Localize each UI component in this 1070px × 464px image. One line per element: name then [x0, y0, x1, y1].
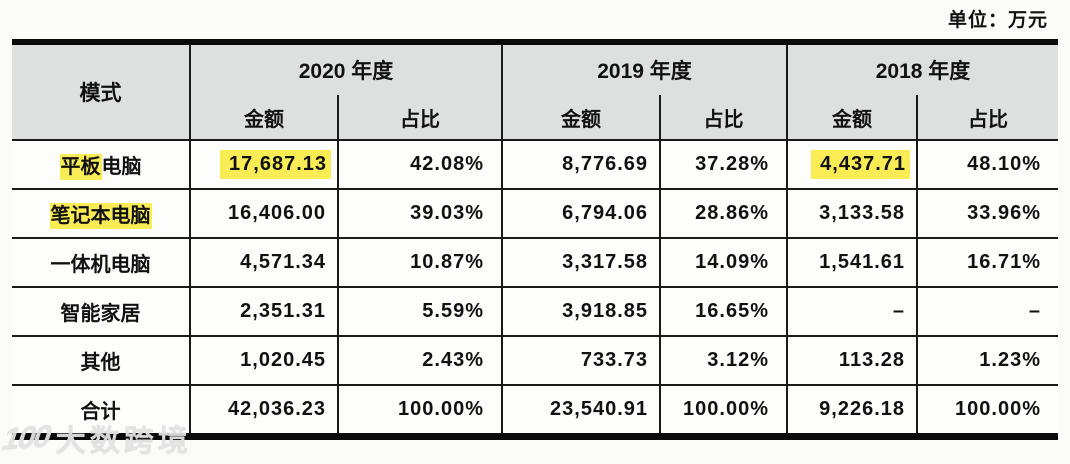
table-row-allinone: 一体机电脑 4,571.34 10.87% 3,317.58 14.09% 1,… — [12, 237, 1058, 288]
row-label: 一体机电脑 — [12, 237, 191, 288]
share-cell: 5.59% — [337, 286, 503, 337]
revenue-by-mode-table: 模式 2020 年度 2019 年度 2018 年度 金额 占比 金额 占比 金… — [12, 39, 1058, 440]
share-cell: 2.43% — [337, 335, 503, 386]
amount-cell: 1,541.61 — [786, 237, 918, 288]
row-label: 智能家居 — [12, 286, 191, 337]
share-cell: 3.12% — [659, 335, 788, 386]
row-label-total: 合计 — [12, 384, 191, 438]
table-row-tablet: 平板电脑 17,687.13 42.08% 8,776.69 37.28% 4,… — [12, 139, 1058, 190]
header-row-years: 模式 2020 年度 2019 年度 2018 年度 — [12, 41, 1058, 140]
amount-cell: 3,918.85 — [501, 286, 661, 337]
table-row-laptop: 笔记本电脑 16,406.00 39.03% 6,794.06 28.86% 3… — [12, 188, 1058, 239]
row-label: 平板电脑 — [12, 139, 191, 190]
share-cell: 100.00% — [337, 384, 503, 438]
amount-cell: 9,226.18 — [786, 384, 918, 438]
col-header-amount-2020: 金额 — [190, 95, 339, 141]
amount-cell: – — [786, 286, 918, 337]
col-header-amount-2019: 金额 — [501, 95, 661, 141]
share-cell: 10.87% — [337, 237, 503, 288]
amount-cell: 733.73 — [501, 335, 661, 386]
share-cell: 37.28% — [659, 139, 788, 190]
amount-cell: 23,540.91 — [501, 384, 661, 438]
col-header-year-2018: 2018 年度 — [786, 41, 1058, 95]
unit-label: 单位：万元 — [947, 10, 1048, 31]
share-cell: 16.65% — [659, 286, 788, 337]
amount-cell: 16,406.00 — [189, 188, 339, 239]
amount-cell: 17,687.13 — [189, 139, 339, 190]
share-cell: – — [916, 286, 1058, 337]
col-header-amount-2018: 金额 — [786, 95, 918, 141]
amount-cell: 4,437.71 — [786, 139, 918, 190]
amount-cell: 4,571.34 — [189, 237, 339, 288]
amount-cell: 6,794.06 — [501, 188, 661, 239]
col-header-share-2020: 占比 — [337, 95, 503, 141]
share-cell: 28.86% — [659, 188, 788, 239]
share-cell: 100.00% — [659, 384, 788, 438]
table-row-total: 合计 42,036.23 100.00% 23,540.91 100.00% 9… — [12, 384, 1058, 438]
table-row-other: 其他 1,020.45 2.43% 733.73 3.12% 113.28 1.… — [12, 335, 1058, 386]
share-cell: 16.71% — [916, 237, 1058, 288]
row-label-highlight: 平板 — [59, 154, 102, 180]
amount-cell: 2,351.31 — [189, 286, 339, 337]
col-header-year-2019: 2019 年度 — [501, 41, 788, 95]
col-header-share-2019: 占比 — [659, 95, 788, 141]
share-cell: 48.10% — [916, 139, 1058, 190]
row-label: 笔记本电脑 — [12, 188, 191, 239]
share-cell: 39.03% — [337, 188, 503, 239]
share-cell: 14.09% — [659, 237, 788, 288]
highlighted-value: 17,687.13 — [220, 150, 331, 179]
amount-cell: 8,776.69 — [501, 139, 661, 190]
amount-cell: 3,133.58 — [786, 188, 918, 239]
share-cell: 100.00% — [916, 384, 1058, 438]
row-label: 其他 — [12, 335, 191, 386]
amount-cell: 42,036.23 — [189, 384, 339, 438]
header-row-subcolumns: 金额 占比 金额 占比 金额 占比 — [12, 95, 1058, 141]
col-header-share-2018: 占比 — [916, 95, 1058, 141]
amount-cell: 1,020.45 — [189, 335, 339, 386]
table-row-smarthome: 智能家居 2,351.31 5.59% 3,918.85 16.65% – – — [12, 286, 1058, 337]
row-label-highlight: 笔记本电脑 — [49, 203, 152, 229]
col-header-mode: 模式 — [12, 41, 191, 140]
highlighted-value: 4,437.71 — [811, 150, 910, 179]
share-cell: 33.96% — [916, 188, 1058, 239]
amount-cell: 113.28 — [786, 335, 918, 386]
col-header-year-2020: 2020 年度 — [189, 41, 503, 95]
share-cell: 42.08% — [337, 139, 503, 190]
row-label-rest: 电脑 — [101, 156, 142, 178]
amount-cell: 3,317.58 — [501, 237, 661, 288]
share-cell: 1.23% — [916, 335, 1058, 386]
